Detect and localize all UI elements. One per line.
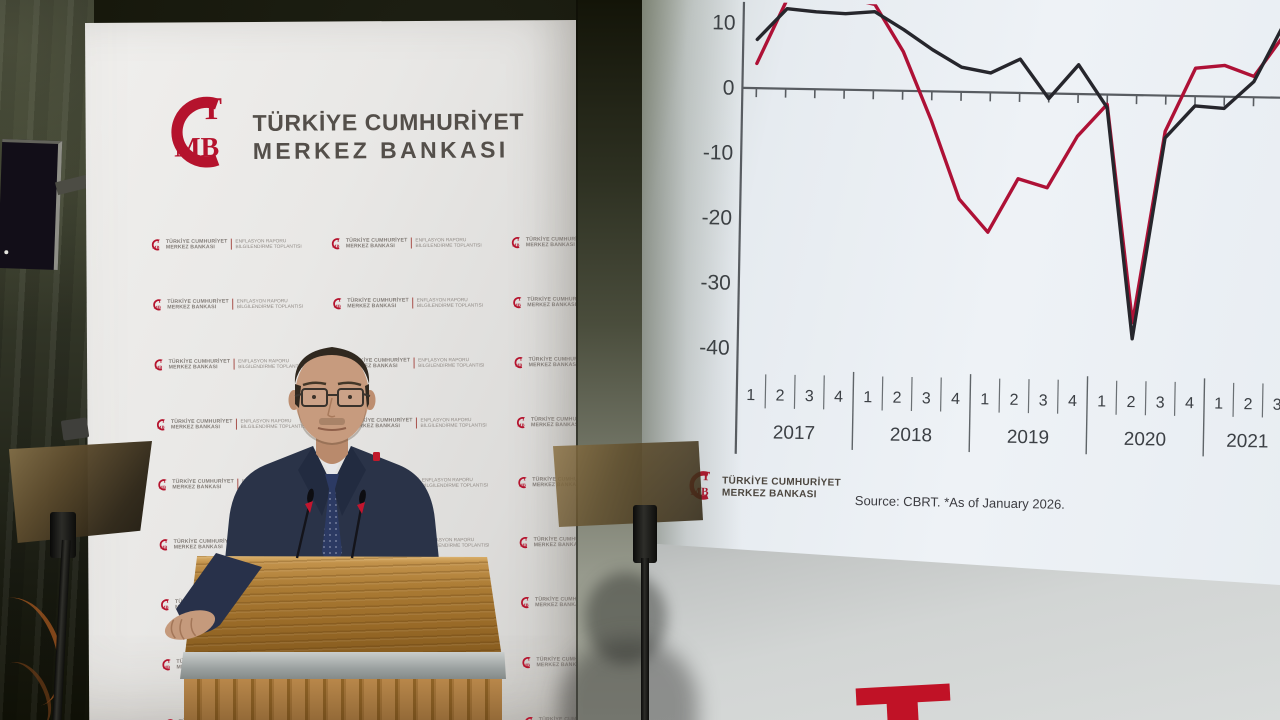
microphone-stem (350, 502, 364, 559)
right-teleprompter-pole (641, 558, 649, 720)
projection-screen: 100-10-20-30-401234123412341234123201720… (642, 0, 1280, 585)
tcmb-emblem-icon (156, 418, 167, 431)
right-teleprompter-glass (553, 441, 703, 527)
stage-curtain (0, 0, 94, 720)
mouth (317, 427, 347, 431)
backdrop-main-logo: TÜRKİYE CUMHURİYET MERKEZ BANKASI (155, 84, 524, 174)
microphone-red-clip (357, 502, 365, 514)
tcmb-emblem-icon (511, 236, 522, 249)
pattern-separator (412, 297, 414, 309)
pattern-separator (232, 298, 234, 310)
bank-name-line2: MERKEZ BANKASI (252, 136, 509, 164)
backdrop-bank-name: TÜRKİYE CUMHURİYET MERKEZ BANKASI (252, 84, 525, 166)
speaker-shadow (585, 572, 667, 664)
pattern-separator (230, 238, 232, 250)
tie-knot (325, 474, 339, 489)
bank-name-line1: TÜRKİYE CUMHURİYET (252, 108, 525, 136)
pattern-separator (410, 237, 412, 249)
right-teleprompter-clamp (633, 505, 657, 563)
eye-left (312, 395, 316, 399)
tcmb-emblem-icon (159, 538, 170, 551)
tcmb-emblem-icon (331, 237, 342, 250)
glasses-lens-right (337, 388, 364, 407)
stage-monitor (0, 138, 63, 271)
eye-right (348, 395, 352, 399)
red-t-stem (886, 697, 919, 720)
glasses-frame (294, 393, 371, 397)
podium-metal-band (180, 652, 506, 679)
tie-dot-pattern (322, 489, 342, 578)
tcmb-emblem-icon (152, 298, 164, 311)
glasses-lens-left (301, 388, 328, 407)
tcmb-emblem-icon (523, 716, 534, 720)
eyebrow-right (337, 381, 362, 387)
screen-edge-shadow (642, 0, 1280, 585)
speaker (223, 347, 441, 580)
monitor-power-led (4, 250, 9, 255)
microphone-capsule (307, 488, 314, 504)
tcmb-emblem-icon (519, 536, 530, 549)
tcmb-emblem-icon (162, 658, 173, 671)
tcmb-emblem-icon (155, 86, 238, 174)
tcmb-emblem-icon (514, 356, 525, 369)
stage-gap-shadow (576, 0, 644, 720)
suit-lapel-left (298, 446, 332, 516)
turkish-flag-pin (373, 452, 380, 461)
eyebrow-left (302, 381, 327, 387)
microphone-capsule (359, 489, 366, 505)
speaker-hand (164, 553, 262, 640)
tcmb-emblem-icon (157, 478, 168, 491)
suit-lapel-right (332, 446, 366, 516)
fingers (170, 617, 197, 640)
nose (327, 397, 336, 418)
tcmb-emblem-icon (522, 656, 533, 669)
tcmb-emblem-icon (332, 297, 344, 310)
microphone-red-clip (305, 501, 313, 513)
left-teleprompter-glass (8, 441, 152, 543)
mustache-stubble (319, 418, 345, 425)
podium-microphones (295, 488, 366, 559)
left-teleprompter-camera (60, 417, 90, 441)
hair (294, 347, 370, 384)
tcmb-emblem-icon (154, 358, 165, 371)
microphone-stem (295, 501, 312, 559)
podium-wood-slats (184, 679, 502, 720)
tcmb-emblem-icon (517, 476, 528, 489)
partial-red-letter-t (855, 683, 954, 720)
tcmb-emblem-icon (151, 238, 162, 251)
hand (164, 610, 216, 640)
tcmb-emblem-icon (520, 596, 531, 609)
tcmb-emblem-icon (516, 416, 527, 429)
tcmb-emblem-icon (512, 296, 524, 309)
